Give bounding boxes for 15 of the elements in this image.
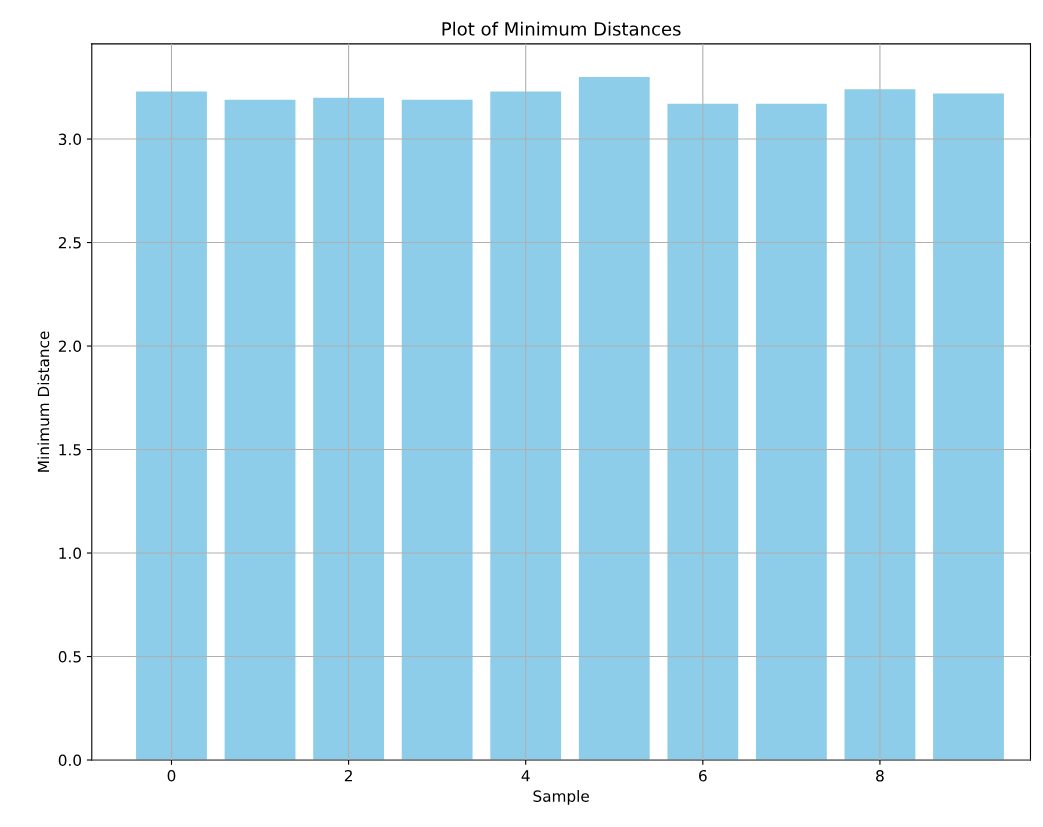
y-tick-label: 2.5 xyxy=(58,237,81,249)
x-axis-title: Sample xyxy=(533,790,589,805)
y-tick-label: 0.5 xyxy=(58,650,81,663)
y-tick-label: 2.0 xyxy=(58,340,82,353)
y-tick-label: 0.0 xyxy=(58,754,82,767)
y-tick-label: 1.5 xyxy=(59,444,81,456)
x-tick-label: 0 xyxy=(167,770,176,782)
x-tick-label: 8 xyxy=(876,770,884,782)
x-tick-label: 2 xyxy=(344,770,352,782)
x-tick-label: 4 xyxy=(521,770,530,782)
y-tick-label: 1.0 xyxy=(59,547,82,560)
x-tick-label: 6 xyxy=(699,770,707,782)
y-axis-title: Minimum Distance xyxy=(37,331,50,472)
chart-title: Plot of Minimum Distances xyxy=(442,21,681,36)
y-tick-label: 3.0 xyxy=(58,133,82,146)
